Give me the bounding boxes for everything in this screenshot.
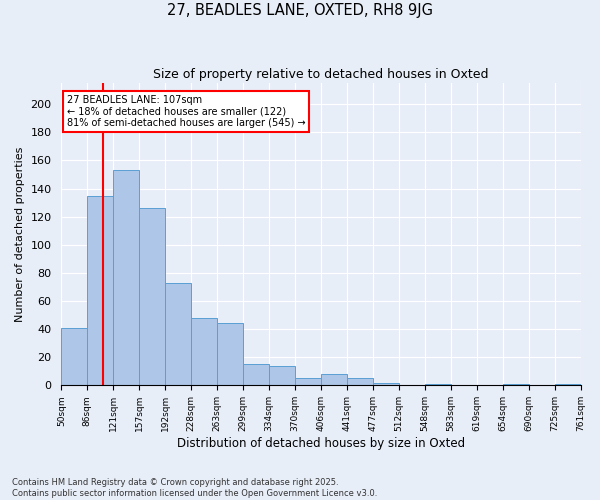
Bar [425,384,451,386]
Bar [347,378,373,386]
Y-axis label: Number of detached properties: Number of detached properties [15,146,25,322]
Text: Contains HM Land Registry data © Crown copyright and database right 2025.
Contai: Contains HM Land Registry data © Crown c… [12,478,377,498]
Title: Size of property relative to detached houses in Oxted: Size of property relative to detached ho… [153,68,489,80]
Bar [139,208,165,386]
Bar [88,196,113,386]
Bar [269,366,295,386]
Bar [373,382,399,386]
Bar [295,378,321,386]
Text: 27 BEADLES LANE: 107sqm
← 18% of detached houses are smaller (122)
81% of semi-d: 27 BEADLES LANE: 107sqm ← 18% of detache… [67,95,305,128]
Bar [503,384,529,386]
Bar [554,384,581,386]
Bar [61,328,88,386]
X-axis label: Distribution of detached houses by size in Oxted: Distribution of detached houses by size … [177,437,465,450]
Bar [165,282,191,386]
Bar [217,324,243,386]
Text: 27, BEADLES LANE, OXTED, RH8 9JG: 27, BEADLES LANE, OXTED, RH8 9JG [167,2,433,18]
Bar [321,374,347,386]
Bar [243,364,269,386]
Bar [113,170,139,386]
Bar [191,318,217,386]
